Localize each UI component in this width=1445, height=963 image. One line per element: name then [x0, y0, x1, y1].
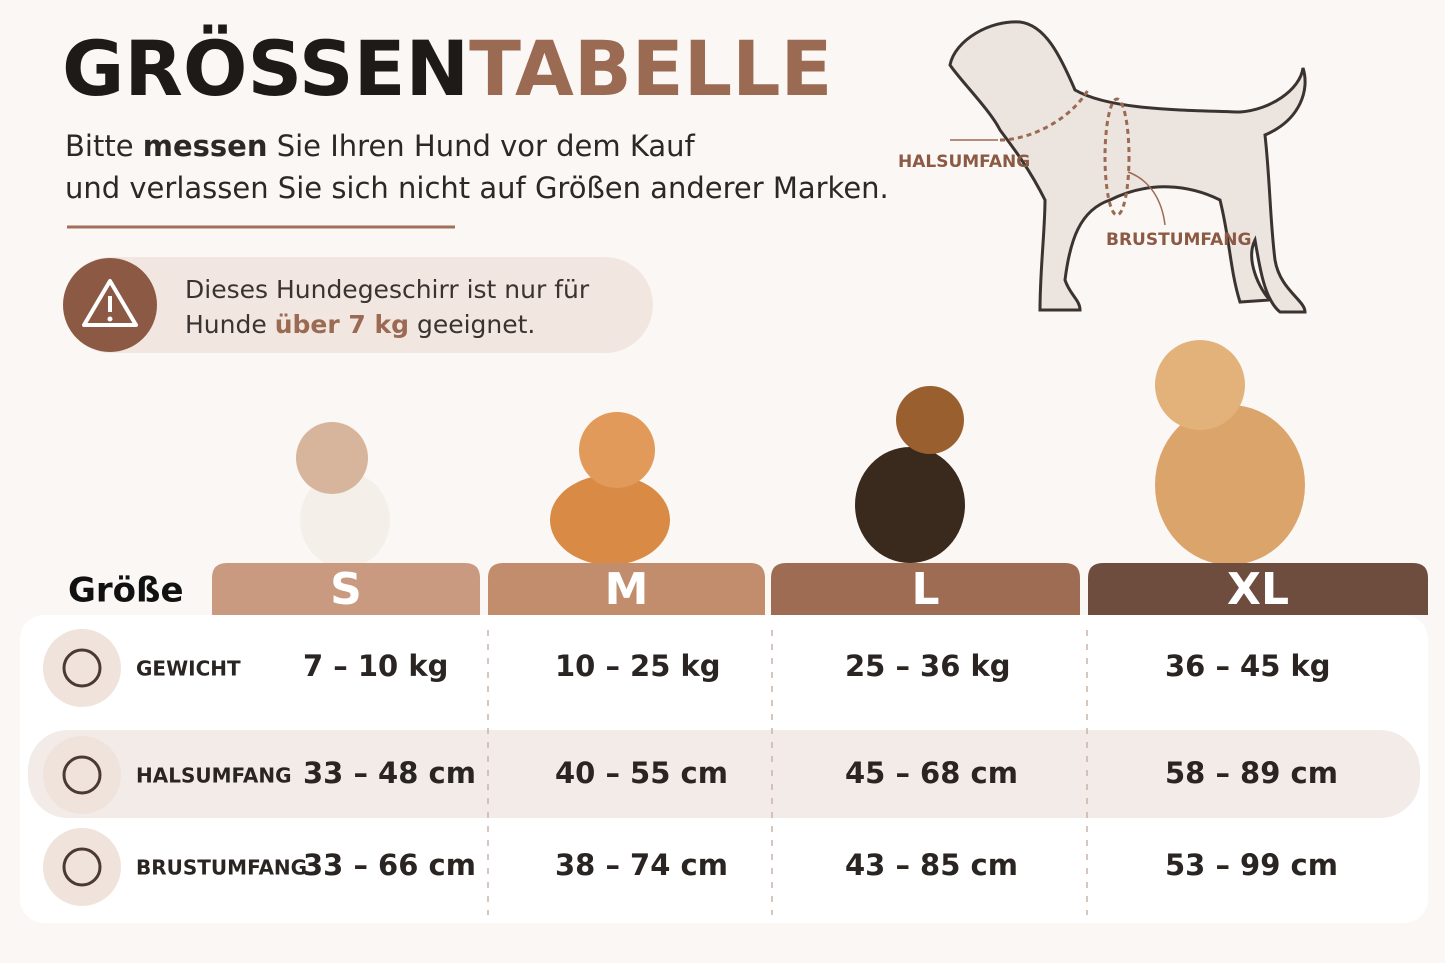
notice-box	[63, 257, 653, 353]
row-icon	[43, 736, 121, 814]
dog-photos	[296, 340, 1305, 568]
intro-line: und verlassen Sie sich nicht auf Größen …	[65, 171, 889, 205]
size-tab	[771, 563, 1080, 615]
cell-value: 43 – 85 cm	[845, 848, 1018, 882]
cell-value: 7 – 10 kg	[303, 649, 448, 683]
row-icon	[43, 828, 121, 906]
dog-l	[855, 447, 965, 563]
dog-s	[300, 472, 390, 568]
cell-value: 36 – 45 kg	[1165, 649, 1331, 683]
warning-icon	[107, 316, 113, 322]
neck-measure	[999, 89, 1090, 142]
cell-value: 53 – 99 cm	[1165, 848, 1338, 882]
cell-value: 25 – 36 kg	[845, 649, 1011, 683]
notice-text: Hunde über 7 kg geeignet.	[185, 310, 535, 339]
cell-value: 38 – 74 cm	[555, 848, 728, 882]
cell-value: 33 – 66 cm	[303, 848, 476, 882]
intro-text: Bitte	[65, 129, 143, 163]
size-name: M	[605, 564, 649, 615]
notice-text: Hunde	[185, 310, 275, 339]
intro-text: Sie Ihren Hund vor dem Kauf	[268, 129, 696, 163]
title-part: TABELLE	[469, 24, 832, 113]
size-tab	[1088, 563, 1428, 615]
chest-measure	[1103, 97, 1131, 217]
notice-text: geeignet.	[409, 310, 535, 339]
row-band	[28, 730, 1420, 818]
leader-line	[950, 139, 1166, 226]
title: GRÖSSENTABELLE	[62, 23, 832, 113]
row-label: HALSUMFANG	[136, 764, 292, 788]
cell-value: 10 – 25 kg	[555, 649, 721, 683]
row-icon	[43, 629, 121, 707]
size-name: S	[330, 564, 362, 615]
intro-line: Bitte messen Sie Ihren Hund vor dem Kauf	[65, 129, 696, 163]
warning-icon	[82, 279, 138, 327]
cell-value: 40 – 55 cm	[555, 756, 728, 790]
size-name: L	[911, 564, 939, 615]
intro-bold: messen	[143, 129, 268, 163]
row-icon	[62, 847, 102, 887]
table: S M L XL GEWICHT 7 – 10 kg 10 – 25 kg 25 – 36 k…	[43, 563, 1428, 915]
row-icon	[62, 755, 102, 795]
size-tab	[488, 563, 765, 615]
cell-value: 45 – 68 cm	[845, 756, 1018, 790]
dog-m	[579, 412, 655, 488]
diagram-label: BRUSTUMFANG	[1106, 230, 1251, 250]
dog-m	[550, 475, 670, 565]
diagram-label: HALSUMFANG	[898, 152, 1030, 172]
size-name: XL	[1227, 564, 1289, 615]
notice-bold: über 7 kg	[275, 310, 409, 339]
title-part: GRÖSSEN	[62, 23, 469, 113]
dog-s	[296, 422, 368, 494]
dog-l	[896, 386, 964, 454]
notice-text: Dieses Hundegeschirr ist nur für	[185, 275, 590, 304]
row-label: BRUSTUMFANG	[136, 856, 307, 880]
size-tab	[212, 563, 480, 615]
dog-xl	[1155, 405, 1305, 565]
dog-xl	[1155, 340, 1245, 430]
size-label: Größe	[68, 571, 184, 611]
row-label: GEWICHT	[136, 657, 241, 681]
cell-value: 58 – 89 cm	[1165, 756, 1338, 790]
row-icon	[62, 648, 102, 688]
cell-value: 33 – 48 cm	[303, 756, 476, 790]
